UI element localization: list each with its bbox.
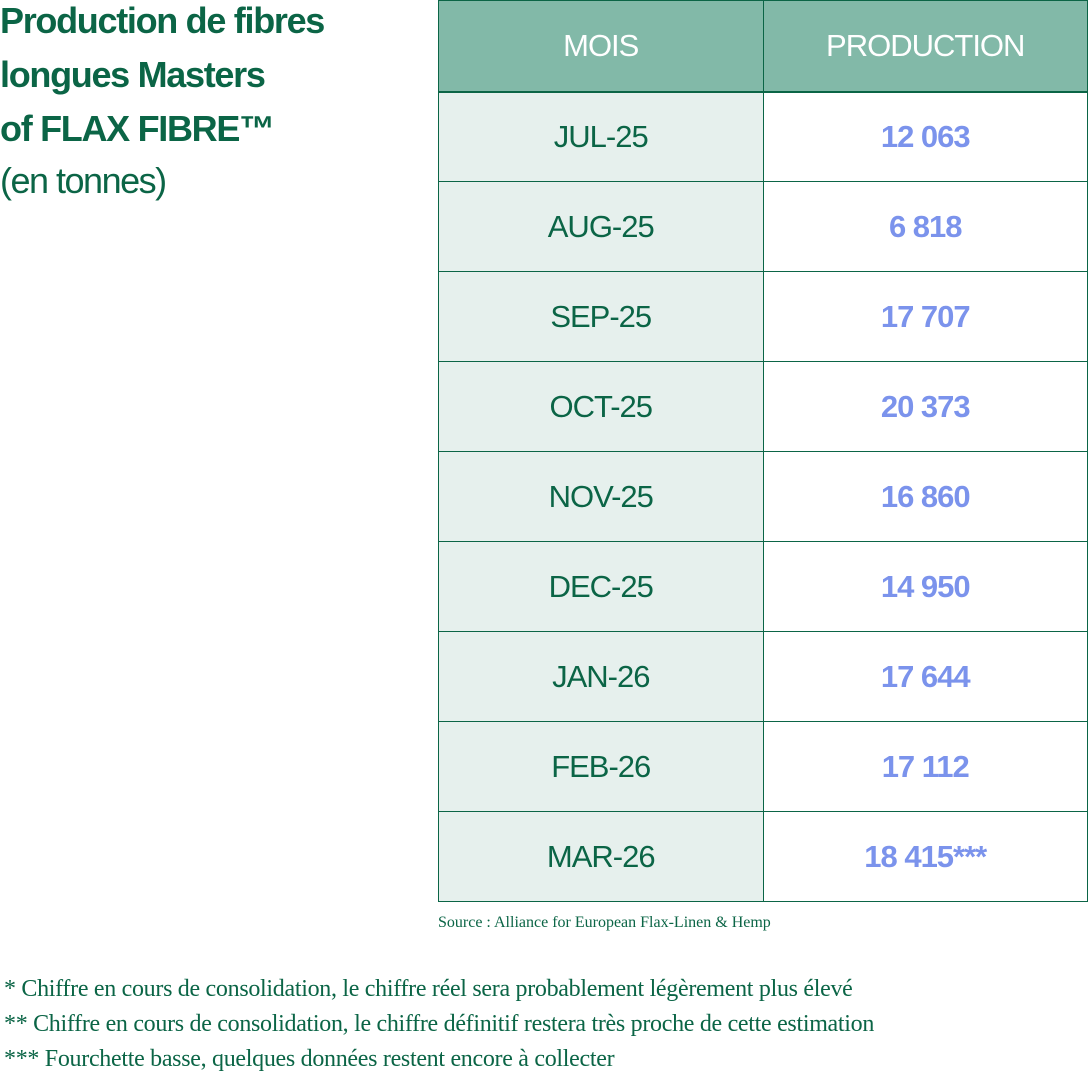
production-value-cell: 17 112	[762, 721, 1088, 812]
source-note: Source : Alliance for European Flax-Line…	[438, 914, 771, 931]
chart-title-line-3: of FLAX FIBRE™	[0, 108, 275, 149]
table-row: DEC-25 14 950	[438, 541, 1088, 632]
production-table: MOIS PRODUCTION JUL-25 12 063 AUG-25 6 8…	[438, 0, 1088, 902]
footnote-1: * Chiffre en cours de consolidation, le …	[4, 976, 853, 1002]
footnotes: * Chiffre en cours de consolidation, le …	[4, 972, 874, 1077]
production-value-cell: 16 860	[762, 451, 1088, 542]
footnote-2: ** Chiffre en cours de consolidation, le…	[4, 1011, 875, 1037]
column-header-month: MOIS	[438, 0, 764, 93]
month-cell: SEP-25	[438, 271, 764, 362]
chart-title-line-1: Production de fibres	[0, 0, 325, 41]
month-cell: OCT-25	[438, 361, 764, 452]
table-row: NOV-25 16 860	[438, 451, 1088, 542]
month-cell: DEC-25	[438, 541, 764, 632]
chart-subtitle: (en tonnes)	[0, 160, 167, 201]
month-cell: JUL-25	[438, 91, 764, 182]
table-row: OCT-25 20 373	[438, 361, 1088, 452]
production-value-cell: 14 950	[762, 541, 1088, 632]
production-value-cell: 12 063	[762, 91, 1088, 182]
month-cell: JAN-26	[438, 631, 764, 722]
production-value-cell: 18 415***	[762, 811, 1088, 902]
production-value-cell: 17 707	[762, 271, 1088, 362]
table-row: JAN-26 17 644	[438, 631, 1088, 722]
month-cell: MAR-26	[438, 811, 764, 902]
table-row: MAR-26 18 415***	[438, 811, 1088, 902]
column-header-production: PRODUCTION	[762, 0, 1088, 93]
footnote-3: *** Fourchette basse, quelques données r…	[4, 1046, 615, 1072]
month-cell: NOV-25	[438, 451, 764, 542]
chart-title-block: Production de fibres longues Masters of …	[0, 0, 430, 206]
production-value-cell: 17 644	[762, 631, 1088, 722]
production-value-cell: 20 373	[762, 361, 1088, 452]
table-row: AUG-25 6 818	[438, 181, 1088, 272]
month-cell: FEB-26	[438, 721, 764, 812]
table-row: SEP-25 17 707	[438, 271, 1088, 362]
production-table-wrapper: MOIS PRODUCTION JUL-25 12 063 AUG-25 6 8…	[438, 0, 1088, 902]
production-value-cell: 6 818	[762, 181, 1088, 272]
table-row: JUL-25 12 063	[438, 91, 1088, 182]
chart-title-line-2: longues Masters	[0, 54, 266, 95]
table-row: FEB-26 17 112	[438, 721, 1088, 812]
month-cell: AUG-25	[438, 181, 764, 272]
table-header-row: MOIS PRODUCTION	[438, 0, 1088, 93]
